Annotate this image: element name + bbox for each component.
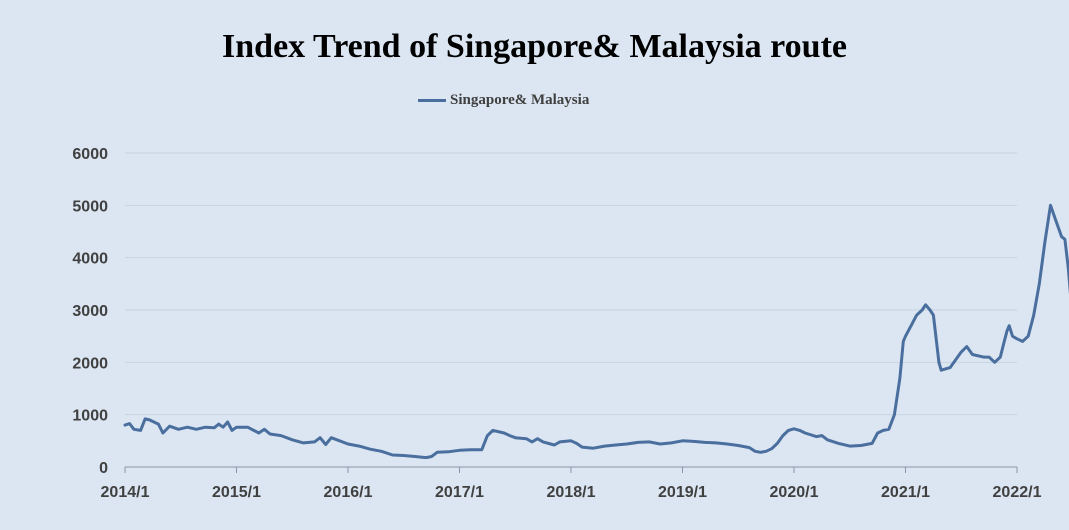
legend-swatch [418, 99, 446, 102]
legend: Singapore& Malaysia [418, 92, 589, 109]
legend-label: Singapore& Malaysia [450, 92, 590, 108]
x-tick-label: 2014/1 [101, 484, 150, 501]
y-tick-label: 4000 [72, 251, 108, 268]
y-tick-label: 5000 [72, 198, 108, 215]
x-tick-label: 2022/1 [993, 484, 1042, 501]
x-tick-label: 2016/1 [324, 484, 373, 501]
y-tick-label: 2000 [72, 355, 108, 372]
y-tick-label: 0 [99, 460, 108, 477]
y-tick-label: 3000 [72, 303, 108, 320]
x-tick-label: 2018/1 [547, 484, 596, 501]
y-tick-label: 1000 [72, 408, 108, 425]
y-tick-label: 6000 [72, 146, 108, 163]
x-tick-label: 2017/1 [435, 484, 484, 501]
chart-title: Index Trend of Singapore& Malaysia route [222, 28, 847, 65]
x-tick-label: 2021/1 [881, 484, 930, 501]
x-tick-label: 2015/1 [212, 484, 261, 501]
x-tick-label: 2020/1 [770, 484, 819, 501]
x-tick-label: 2019/1 [658, 484, 707, 501]
series-line [123, 203, 1069, 460]
